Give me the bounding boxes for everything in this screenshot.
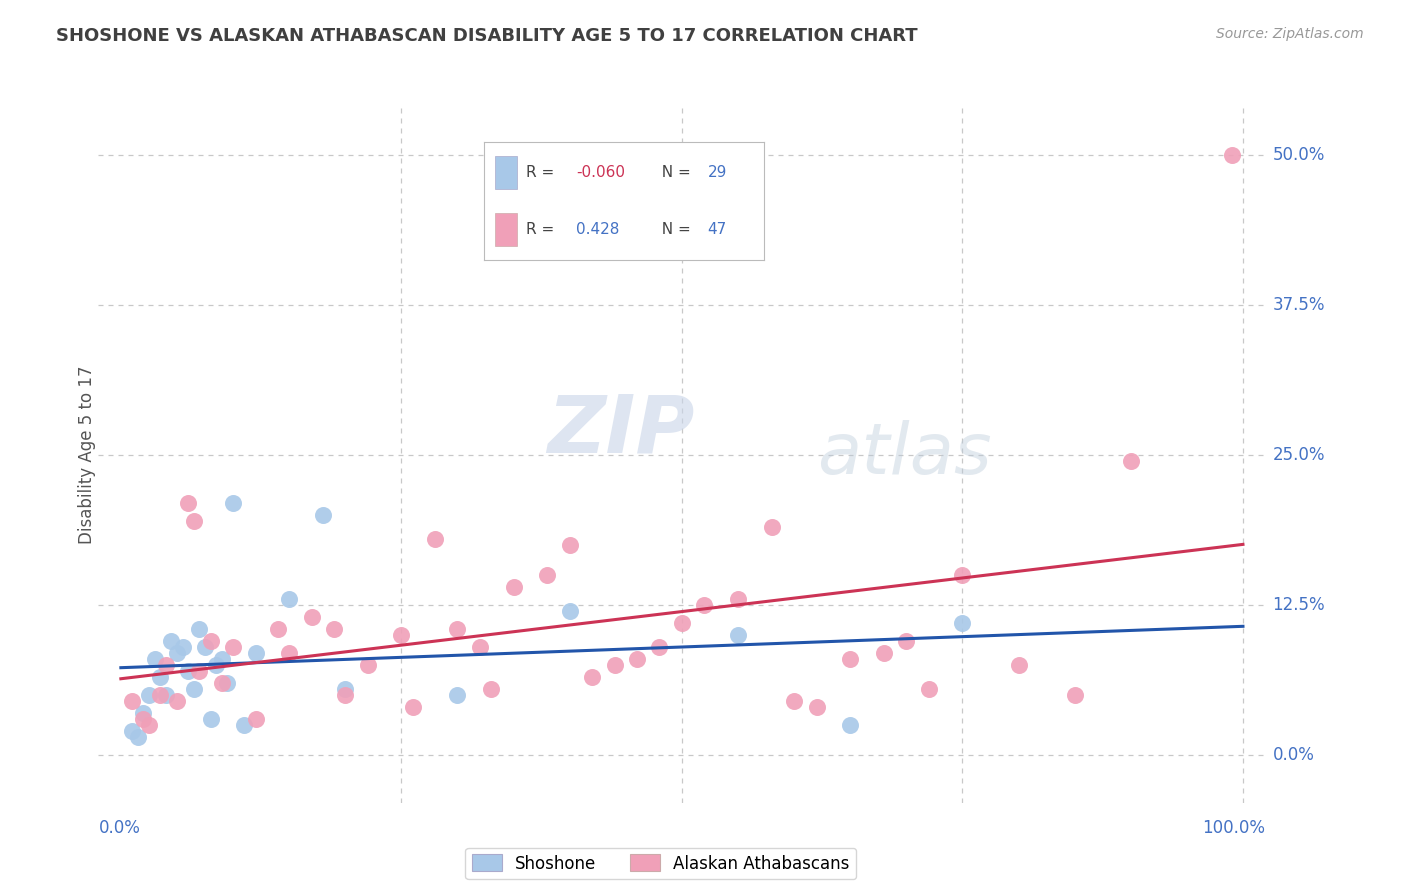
Point xyxy=(149,688,172,702)
Point xyxy=(918,681,941,696)
Text: N =: N = xyxy=(651,222,695,237)
Text: R =: R = xyxy=(526,222,564,237)
Point xyxy=(177,496,200,510)
Text: ZIP: ZIP xyxy=(547,392,695,470)
Point xyxy=(323,622,346,636)
Point xyxy=(558,604,581,618)
Point xyxy=(671,615,693,630)
Point xyxy=(952,615,974,630)
Point xyxy=(166,646,188,660)
Point xyxy=(138,718,160,732)
Point xyxy=(896,633,918,648)
Point xyxy=(693,598,716,612)
Point xyxy=(952,567,974,582)
Point xyxy=(558,538,581,552)
Point xyxy=(200,712,222,726)
Point xyxy=(502,580,524,594)
Point xyxy=(301,610,323,624)
Point xyxy=(183,514,205,528)
Point xyxy=(155,688,177,702)
Point xyxy=(222,640,245,654)
Point xyxy=(806,699,828,714)
Point xyxy=(357,657,380,672)
Point xyxy=(1063,688,1085,702)
Point xyxy=(468,640,491,654)
Point xyxy=(200,633,222,648)
Point xyxy=(446,688,468,702)
Point xyxy=(211,652,233,666)
Bar xyxy=(495,213,517,246)
Point xyxy=(132,712,155,726)
Point xyxy=(626,652,648,666)
Point xyxy=(839,652,862,666)
Point xyxy=(172,640,194,654)
Point xyxy=(479,681,502,696)
Text: Source: ZipAtlas.com: Source: ZipAtlas.com xyxy=(1216,27,1364,41)
Point xyxy=(121,694,143,708)
Text: 0.0%: 0.0% xyxy=(98,819,141,837)
Point xyxy=(160,633,183,648)
Point xyxy=(401,699,423,714)
Text: 0.0%: 0.0% xyxy=(1272,746,1315,764)
Point xyxy=(536,567,558,582)
Point xyxy=(278,591,301,606)
Text: 37.5%: 37.5% xyxy=(1272,296,1324,314)
Point xyxy=(873,646,896,660)
Text: R =: R = xyxy=(526,165,558,180)
Text: 25.0%: 25.0% xyxy=(1272,446,1324,464)
Point xyxy=(166,694,188,708)
Point xyxy=(245,646,267,660)
Text: 0.428: 0.428 xyxy=(576,222,619,237)
Point xyxy=(194,640,217,654)
Point xyxy=(205,657,228,672)
Point xyxy=(727,628,749,642)
Point xyxy=(839,718,862,732)
Point xyxy=(389,628,412,642)
Point xyxy=(127,730,149,744)
Point xyxy=(143,652,166,666)
Point xyxy=(1119,454,1142,468)
Legend: Shoshone, Alaskan Athabascans: Shoshone, Alaskan Athabascans xyxy=(465,847,856,880)
Point xyxy=(335,681,357,696)
Point xyxy=(245,712,267,726)
Point xyxy=(177,664,200,678)
Point xyxy=(423,532,446,546)
Point xyxy=(121,723,143,738)
Text: N =: N = xyxy=(651,165,695,180)
Point xyxy=(138,688,160,702)
Point xyxy=(727,591,749,606)
Text: -0.060: -0.060 xyxy=(576,165,624,180)
Text: 29: 29 xyxy=(707,165,727,180)
Point xyxy=(603,657,626,672)
Point xyxy=(783,694,806,708)
Point xyxy=(648,640,671,654)
Point xyxy=(1007,657,1029,672)
Point xyxy=(149,670,172,684)
Bar xyxy=(495,156,517,189)
Point xyxy=(233,718,256,732)
Text: 50.0%: 50.0% xyxy=(1272,146,1324,164)
Text: 47: 47 xyxy=(707,222,727,237)
Text: 100.0%: 100.0% xyxy=(1202,819,1265,837)
Point xyxy=(188,664,211,678)
Text: 12.5%: 12.5% xyxy=(1272,596,1324,614)
Point xyxy=(335,688,357,702)
Point xyxy=(278,646,301,660)
Point xyxy=(761,520,783,534)
Point xyxy=(183,681,205,696)
Text: SHOSHONE VS ALASKAN ATHABASCAN DISABILITY AGE 5 TO 17 CORRELATION CHART: SHOSHONE VS ALASKAN ATHABASCAN DISABILIT… xyxy=(56,27,918,45)
Point xyxy=(1220,148,1243,162)
Point xyxy=(581,670,603,684)
Point xyxy=(155,657,177,672)
Point xyxy=(267,622,290,636)
Point xyxy=(312,508,335,522)
Point xyxy=(132,706,155,720)
Point xyxy=(222,496,245,510)
Point xyxy=(188,622,211,636)
Point xyxy=(217,676,239,690)
Text: atlas: atlas xyxy=(817,420,991,490)
Point xyxy=(211,676,233,690)
Point xyxy=(446,622,468,636)
Y-axis label: Disability Age 5 to 17: Disability Age 5 to 17 xyxy=(79,366,96,544)
